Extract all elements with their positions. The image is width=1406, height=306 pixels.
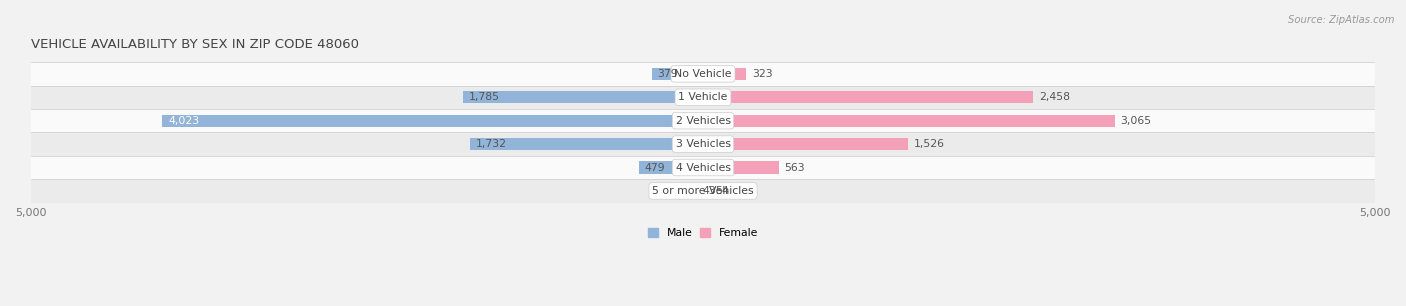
Text: 54: 54 xyxy=(716,186,730,196)
Text: 479: 479 xyxy=(644,162,665,173)
Bar xyxy=(31,62,1375,86)
Bar xyxy=(697,185,703,197)
Bar xyxy=(652,68,703,80)
Text: Source: ZipAtlas.com: Source: ZipAtlas.com xyxy=(1288,15,1395,25)
Text: 3 Vehicles: 3 Vehicles xyxy=(675,139,731,149)
Text: 43: 43 xyxy=(703,186,716,196)
Bar xyxy=(162,115,703,127)
Text: 1 Vehicle: 1 Vehicle xyxy=(678,92,728,102)
Bar xyxy=(31,86,1375,109)
Text: VEHICLE AVAILABILITY BY SEX IN ZIP CODE 48060: VEHICLE AVAILABILITY BY SEX IN ZIP CODE … xyxy=(31,38,359,51)
Bar xyxy=(638,162,703,174)
Text: 3,065: 3,065 xyxy=(1121,116,1152,126)
Text: 1,526: 1,526 xyxy=(914,139,945,149)
Text: 4 Vehicles: 4 Vehicles xyxy=(675,162,731,173)
Text: 323: 323 xyxy=(752,69,772,79)
Bar xyxy=(463,91,703,103)
Bar xyxy=(703,162,779,174)
Text: 2,458: 2,458 xyxy=(1039,92,1070,102)
Bar xyxy=(703,138,908,150)
Bar xyxy=(31,109,1375,132)
Bar xyxy=(703,115,1115,127)
Text: 4,023: 4,023 xyxy=(169,116,200,126)
Text: 563: 563 xyxy=(785,162,804,173)
Bar xyxy=(703,185,710,197)
Text: 1,785: 1,785 xyxy=(468,92,499,102)
Text: 2 Vehicles: 2 Vehicles xyxy=(675,116,731,126)
Text: 5 or more Vehicles: 5 or more Vehicles xyxy=(652,186,754,196)
Bar xyxy=(703,68,747,80)
Text: 1,732: 1,732 xyxy=(475,139,506,149)
Bar xyxy=(31,156,1375,179)
Bar xyxy=(31,132,1375,156)
Bar xyxy=(703,91,1033,103)
Text: No Vehicle: No Vehicle xyxy=(675,69,731,79)
Bar xyxy=(31,179,1375,203)
Bar xyxy=(470,138,703,150)
Text: 379: 379 xyxy=(658,69,678,79)
Legend: Male, Female: Male, Female xyxy=(644,223,762,242)
